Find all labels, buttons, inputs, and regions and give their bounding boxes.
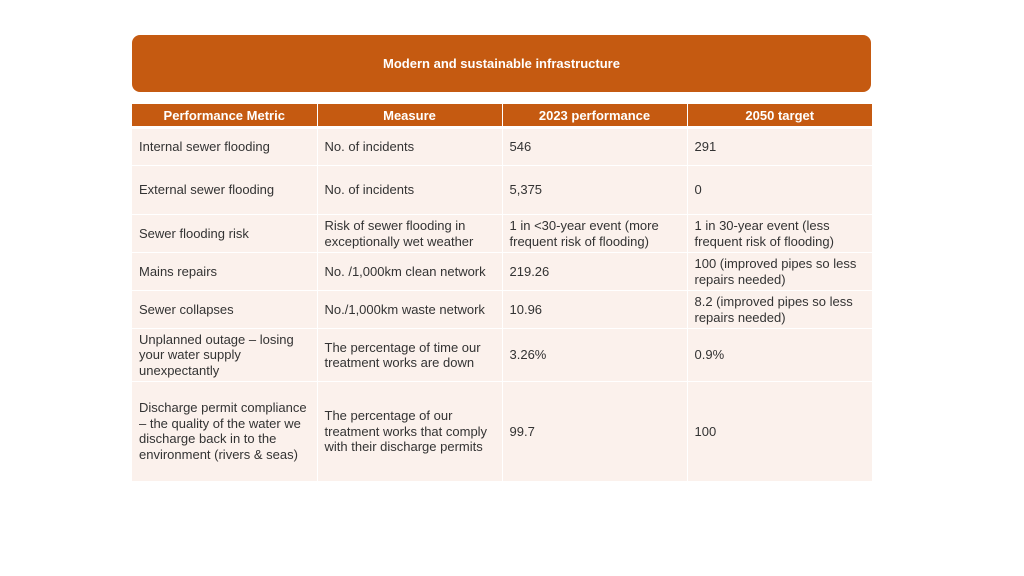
table-row: External sewer flooding No. of incidents…	[132, 165, 872, 215]
measure-cell: No./1,000km waste network	[316, 290, 502, 329]
metric-cell: External sewer flooding	[132, 165, 317, 215]
target-2050-cell: 8.2 (improved pipes so less repairs need…	[686, 290, 872, 329]
column-header-metric: Performance Metric	[132, 104, 317, 129]
column-header-2023: 2023 performance	[501, 104, 687, 129]
measure-cell: The percentage of time our treatment wor…	[316, 328, 502, 382]
table-row: Sewer collapses No./1,000km waste networ…	[132, 290, 872, 329]
performance-2023-cell: 219.26	[501, 252, 687, 291]
table-row: Mains repairs No. /1,000km clean network…	[132, 252, 872, 291]
section-banner: Modern and sustainable infrastructure	[132, 35, 871, 92]
table-header-row: Performance Metric Measure 2023 performa…	[132, 104, 872, 129]
column-header-measure: Measure	[316, 104, 502, 129]
target-2050-cell: 0.9%	[686, 328, 872, 382]
performance-2023-cell: 3.26%	[501, 328, 687, 382]
performance-2023-cell: 1 in <30-year event (more frequent risk …	[501, 214, 687, 253]
performance-table: Performance Metric Measure 2023 performa…	[132, 104, 872, 481]
metric-cell: Mains repairs	[132, 252, 317, 291]
metric-cell: Unplanned outage – losing your water sup…	[132, 328, 317, 382]
table-row: Internal sewer flooding No. of incidents…	[132, 127, 872, 166]
target-2050-cell: 291	[686, 127, 872, 166]
column-header-2050: 2050 target	[686, 104, 872, 129]
performance-2023-cell: 5,375	[501, 165, 687, 215]
measure-cell: Risk of sewer flooding in exceptionally …	[316, 214, 502, 253]
target-2050-cell: 1 in 30-year event (less frequent risk o…	[686, 214, 872, 253]
metric-cell: Sewer flooding risk	[132, 214, 317, 253]
table-row: Unplanned outage – losing your water sup…	[132, 328, 872, 382]
table-row: Sewer flooding risk Risk of sewer floodi…	[132, 214, 872, 253]
measure-cell: The percentage of our treatment works th…	[316, 381, 502, 481]
performance-2023-cell: 10.96	[501, 290, 687, 329]
target-2050-cell: 0	[686, 165, 872, 215]
performance-2023-cell: 546	[501, 127, 687, 166]
performance-2023-cell: 99.7	[501, 381, 687, 481]
measure-cell: No. /1,000km clean network	[316, 252, 502, 291]
target-2050-cell: 100 (improved pipes so less repairs need…	[686, 252, 872, 291]
banner-title: Modern and sustainable infrastructure	[383, 56, 620, 71]
table-row: Discharge permit compliance – the qualit…	[132, 381, 872, 481]
metric-cell: Discharge permit compliance – the qualit…	[132, 381, 317, 481]
metric-cell: Internal sewer flooding	[132, 127, 317, 166]
measure-cell: No. of incidents	[316, 127, 502, 166]
target-2050-cell: 100	[686, 381, 872, 481]
metric-cell: Sewer collapses	[132, 290, 317, 329]
measure-cell: No. of incidents	[316, 165, 502, 215]
